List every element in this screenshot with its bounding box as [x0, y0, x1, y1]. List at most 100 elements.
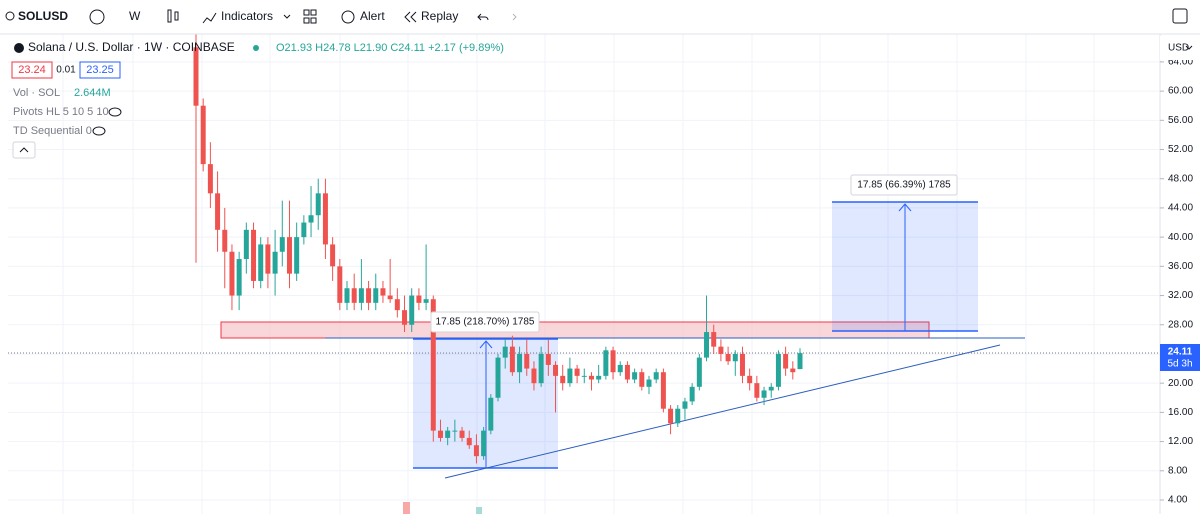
candle-body — [459, 430, 465, 438]
y-tick-label: 28.00 — [1168, 319, 1193, 330]
layout-icon — [310, 9, 317, 16]
candle-body — [639, 372, 645, 387]
undo[interactable] — [477, 13, 489, 21]
chevron[interactable] — [283, 14, 291, 19]
candle-body — [445, 430, 451, 438]
ask-box[interactable] — [79, 61, 121, 79]
label-box — [850, 174, 958, 196]
trendline[interactable] — [444, 344, 1001, 479]
alert[interactable]: Alert — [360, 9, 385, 23]
candle-body — [466, 437, 472, 446]
candle-body — [423, 299, 429, 303]
collapse-button[interactable] — [12, 141, 36, 159]
layout-icon[interactable] — [303, 9, 310, 16]
candle-body — [387, 295, 393, 300]
y-tick-label: 44.00 — [1168, 203, 1193, 214]
price-label: 24.11 — [1168, 347, 1193, 358]
alert-icon — [341, 10, 355, 24]
y-tick-label: 56.00 — [1168, 115, 1193, 126]
y-tick-label: 20.00 — [1168, 378, 1193, 389]
candle-body — [402, 310, 408, 325]
y-tick-label: 60.00 — [1168, 86, 1193, 97]
candle-body — [696, 357, 702, 387]
candle-body — [416, 295, 422, 303]
candle-body — [272, 251, 278, 274]
td-sequential: TD Sequential 0 — [13, 125, 92, 137]
candle-body — [437, 430, 443, 438]
interval[interactable]: W — [129, 9, 141, 23]
candle-body — [322, 193, 328, 245]
label-box — [430, 311, 540, 333]
candle-body — [545, 353, 551, 365]
candle-body — [193, 47, 199, 106]
candle-body — [790, 368, 796, 373]
fullscreen[interactable] — [1172, 8, 1188, 24]
volume-bar — [403, 502, 410, 514]
candle-body — [337, 266, 343, 303]
candle-icon[interactable] — [167, 9, 172, 23]
candle-body — [783, 353, 789, 369]
y-tick-label: 48.00 — [1168, 173, 1193, 184]
candle-body — [394, 299, 400, 311]
candle-body — [495, 357, 501, 398]
candle-body — [315, 193, 321, 216]
candle-body — [294, 237, 300, 274]
y-tick-label: 12.00 — [1168, 436, 1193, 447]
candle-body — [768, 386, 774, 391]
candle-body — [624, 364, 630, 380]
candle-body — [610, 350, 616, 373]
indicators[interactable]: Indicators — [221, 9, 273, 23]
candle-body — [229, 251, 235, 296]
y-tick-label: 8.00 — [1168, 465, 1188, 476]
redo[interactable] — [512, 13, 517, 21]
spread: 0.01 — [56, 65, 76, 76]
candle-body — [279, 237, 285, 252]
candle-body — [344, 288, 350, 303]
symbol-logo — [14, 43, 24, 53]
hidden-icon[interactable] — [92, 126, 106, 136]
candle-body — [258, 244, 264, 281]
volume-value: 2.644M — [74, 87, 111, 99]
candle-body — [581, 375, 587, 377]
arrow-head — [479, 340, 493, 349]
bid: 23.24 — [18, 64, 46, 76]
resistance-zone[interactable] — [220, 321, 930, 339]
arrow-head — [898, 203, 912, 212]
candle-body — [739, 353, 745, 376]
search-icon — [5, 11, 15, 21]
candle-body — [351, 288, 357, 303]
volume-bar — [476, 507, 482, 514]
chevron — [1185, 45, 1193, 50]
candle-body — [452, 430, 458, 432]
status-dot — [253, 45, 259, 51]
candle-body — [481, 430, 487, 457]
pivots: Pivots HL 5 10 5 10 — [13, 106, 109, 118]
currency[interactable]: USD — [1168, 43, 1189, 54]
price-axis — [1160, 34, 1200, 514]
candles — [193, 25, 803, 464]
y-tick-label: 40.00 — [1168, 232, 1193, 243]
candle-body — [653, 372, 659, 380]
hidden-icon[interactable] — [108, 107, 122, 117]
candle-body — [668, 408, 674, 424]
candle-body — [560, 375, 566, 384]
candle-body — [488, 397, 494, 431]
candle-body — [725, 353, 731, 362]
symbol[interactable]: SOLUSD — [18, 9, 68, 23]
candle-body — [222, 229, 228, 252]
candle-body — [553, 364, 559, 376]
candle-body — [682, 401, 688, 409]
bid-box[interactable] — [11, 61, 53, 79]
candle-body — [215, 193, 221, 230]
y-tick-label: 4.00 — [1168, 495, 1188, 506]
candle-body — [200, 105, 206, 165]
ohlc: O21.93 H24.78 L21.90 C24.11 +2.17 (+9.89… — [276, 42, 504, 54]
candle-body — [308, 215, 314, 223]
add-icon[interactable] — [89, 9, 105, 25]
candle-body — [366, 288, 372, 303]
candle-body — [207, 164, 213, 194]
candle-body — [603, 350, 609, 376]
replay[interactable]: Replay — [421, 9, 458, 23]
